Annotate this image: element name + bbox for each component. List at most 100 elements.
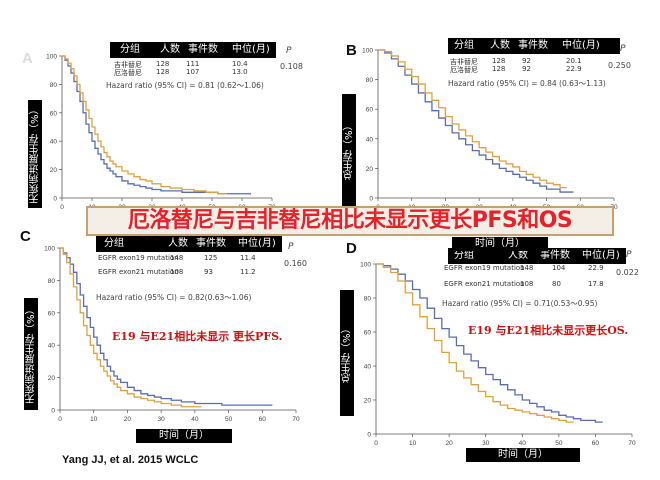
header-events: 事件数 (188, 44, 218, 55)
x-tick-label: 40 (191, 416, 199, 423)
header-events: 事件数 (196, 238, 226, 249)
km-curve-blue (60, 247, 273, 406)
panel-letter: B (346, 42, 357, 59)
citation: Yang JJ, et al. 2015 WCLC (62, 454, 199, 466)
header-events: 事件数 (518, 40, 548, 51)
hr-prefix: Hazard ratio (95% CI) = (96, 293, 188, 302)
p-value: 0.108 (280, 62, 303, 71)
hr-value: 0.82(0.63～1.06) (187, 293, 252, 302)
row-n: 128 (492, 65, 506, 73)
y-tick-label: 100 (360, 262, 371, 269)
x-tick-label: 70 (610, 204, 618, 211)
y-tick-label: 80 (364, 296, 372, 303)
row-n: 148 (170, 254, 184, 262)
y-tick-label: 80 (366, 77, 374, 84)
x-tick-label: 50 (555, 440, 563, 447)
row-median: 11.2 (240, 268, 256, 276)
y-tick-label: 60 (48, 310, 56, 317)
row-n: 148 (520, 264, 534, 272)
header-n: 人数 (168, 238, 188, 249)
row-group: 吉非替尼 (114, 61, 142, 69)
x-tick-label: 0 (60, 204, 64, 211)
y-tick-label: 20 (50, 167, 58, 174)
row-events: 93 (204, 268, 213, 276)
row-group: EGFR exon19 mutation (98, 254, 179, 262)
hr-value: 0.81 (0.62～1.06) (197, 81, 264, 90)
header-group: 分组 (454, 40, 474, 51)
hr-value: 0.71(0.53～0.95) (533, 299, 598, 308)
hr-prefix: Hazard ratio (95% CI) = (448, 79, 540, 88)
header-group: 分组 (120, 44, 140, 55)
row-median: 10.4 (232, 60, 248, 68)
panel-a: A 分组 人数 事件数 中位(月) P 吉非替尼 128 111 10.4 厄洛… (22, 28, 303, 220)
row-median: 11.4 (240, 254, 256, 262)
p-value: 0.250 (608, 61, 631, 70)
row-group: EGFR exon21 mutation (98, 268, 179, 276)
panel-b: B 分组 人数 事件数 中位(月) P 吉非替尼 128 92 20.1 厄洛替… (340, 32, 634, 222)
x-tick-label: 60 (592, 440, 600, 447)
y-tick-label: 100 (46, 54, 57, 61)
panel-letter: C (20, 228, 31, 245)
p-label: P (288, 242, 294, 252)
hazard-ratio: Hazard ratio (95% CI) = 0.84 (0.63～1.13) (448, 78, 606, 89)
header-median: 中位(月) (562, 40, 600, 51)
p-value: 0.160 (284, 259, 307, 268)
x-tick-label: 30 (482, 440, 490, 447)
x-tick-label: 20 (124, 416, 132, 423)
y-tick-label: 0 (53, 196, 57, 203)
header-median: 中位(月) (582, 250, 620, 261)
x-tick-label: 10 (90, 416, 98, 423)
x-tick-label: 30 (158, 416, 166, 423)
panel-c: C 分组 人数 事件数 中位(月) P EGFR exon19 mutation… (20, 228, 307, 444)
row-group: EGFR exon21 mutation (444, 280, 525, 288)
row-events: 92 (522, 65, 531, 73)
km-curve-orange (376, 263, 574, 423)
y-tick-label: 20 (366, 166, 374, 173)
y-tick-label: 60 (364, 330, 372, 337)
p-label: P (620, 44, 626, 54)
km-curve-blue (62, 55, 251, 195)
x-axis-label-b: 时间（月） (452, 237, 548, 251)
x-tick-label: 70 (628, 440, 636, 447)
row-median: 17.8 (588, 280, 604, 288)
hazard-ratio: Hazard ratio (95% CI) = 0.81 (0.62～1.06) (106, 80, 264, 91)
hr-prefix: Hazard ratio (95% CI) = (106, 81, 198, 90)
x-tick-label: 40 (519, 440, 527, 447)
p-value: 0.022 (616, 268, 639, 277)
y-tick-label: 40 (48, 343, 56, 350)
row-n: 108 (520, 280, 534, 288)
y-tick-label: 20 (48, 375, 56, 382)
y-tick-label: 40 (366, 136, 374, 143)
hr-prefix: Hazard ratio (95% CI) = (442, 299, 534, 308)
hazard-ratio: Hazard ratio (95% CI) = 0.71(0.53～0.95) (442, 298, 597, 309)
row-median: 22.9 (588, 264, 604, 272)
x-tick-label: 0 (58, 416, 62, 423)
row-n: 128 (156, 60, 170, 68)
header-n: 人数 (160, 44, 180, 55)
x-axis-label: 时间（月） (466, 448, 580, 462)
header-group: 分组 (454, 250, 474, 261)
row-events: 80 (552, 280, 561, 288)
p-label: P (626, 250, 632, 260)
row-events: 107 (186, 68, 200, 76)
row-median: 22.9 (566, 65, 582, 73)
row-events: 125 (204, 254, 218, 262)
header-n: 人数 (490, 40, 510, 51)
x-tick-label: 50 (225, 416, 233, 423)
x-tick-label: 10 (409, 440, 417, 447)
row-n: 108 (170, 268, 184, 276)
header-median: 中位(月) (238, 238, 276, 249)
y-tick-label: 100 (362, 48, 373, 55)
x-axis-label: 时间（月） (136, 429, 232, 443)
hazard-ratio: Hazard ratio (95% CI) = 0.82(0.63～1.06) (96, 292, 251, 303)
row-n: 128 (492, 57, 506, 65)
header-events: 事件数 (540, 250, 570, 261)
table-header: 分组 人数 事件数 中位(月) (96, 236, 282, 252)
panel-d: D 分组 人数 事件数 中位(月) EGFR exon19 mutation 1… (340, 238, 640, 466)
row-group: 厄洛替尼 (450, 66, 478, 74)
km-curve-orange (378, 49, 567, 189)
